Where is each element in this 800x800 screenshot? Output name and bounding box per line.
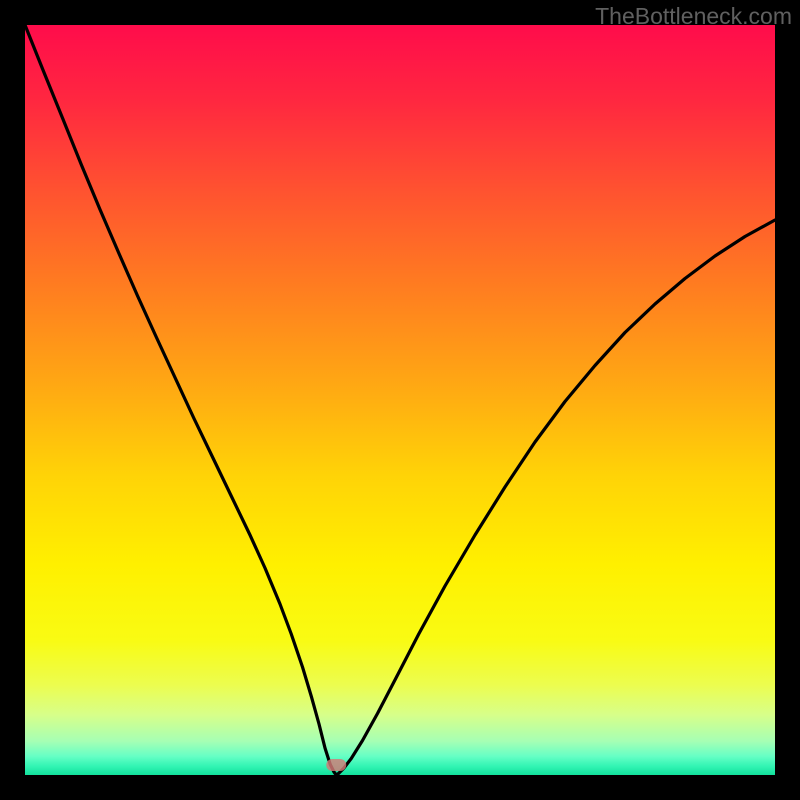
- figure-container: TheBottleneck.com: [0, 0, 800, 800]
- watermark-text: TheBottleneck.com: [595, 3, 792, 30]
- bottleneck-chart: [0, 0, 800, 800]
- plot-background-gradient: [25, 25, 775, 775]
- optimal-point-marker: [326, 759, 346, 771]
